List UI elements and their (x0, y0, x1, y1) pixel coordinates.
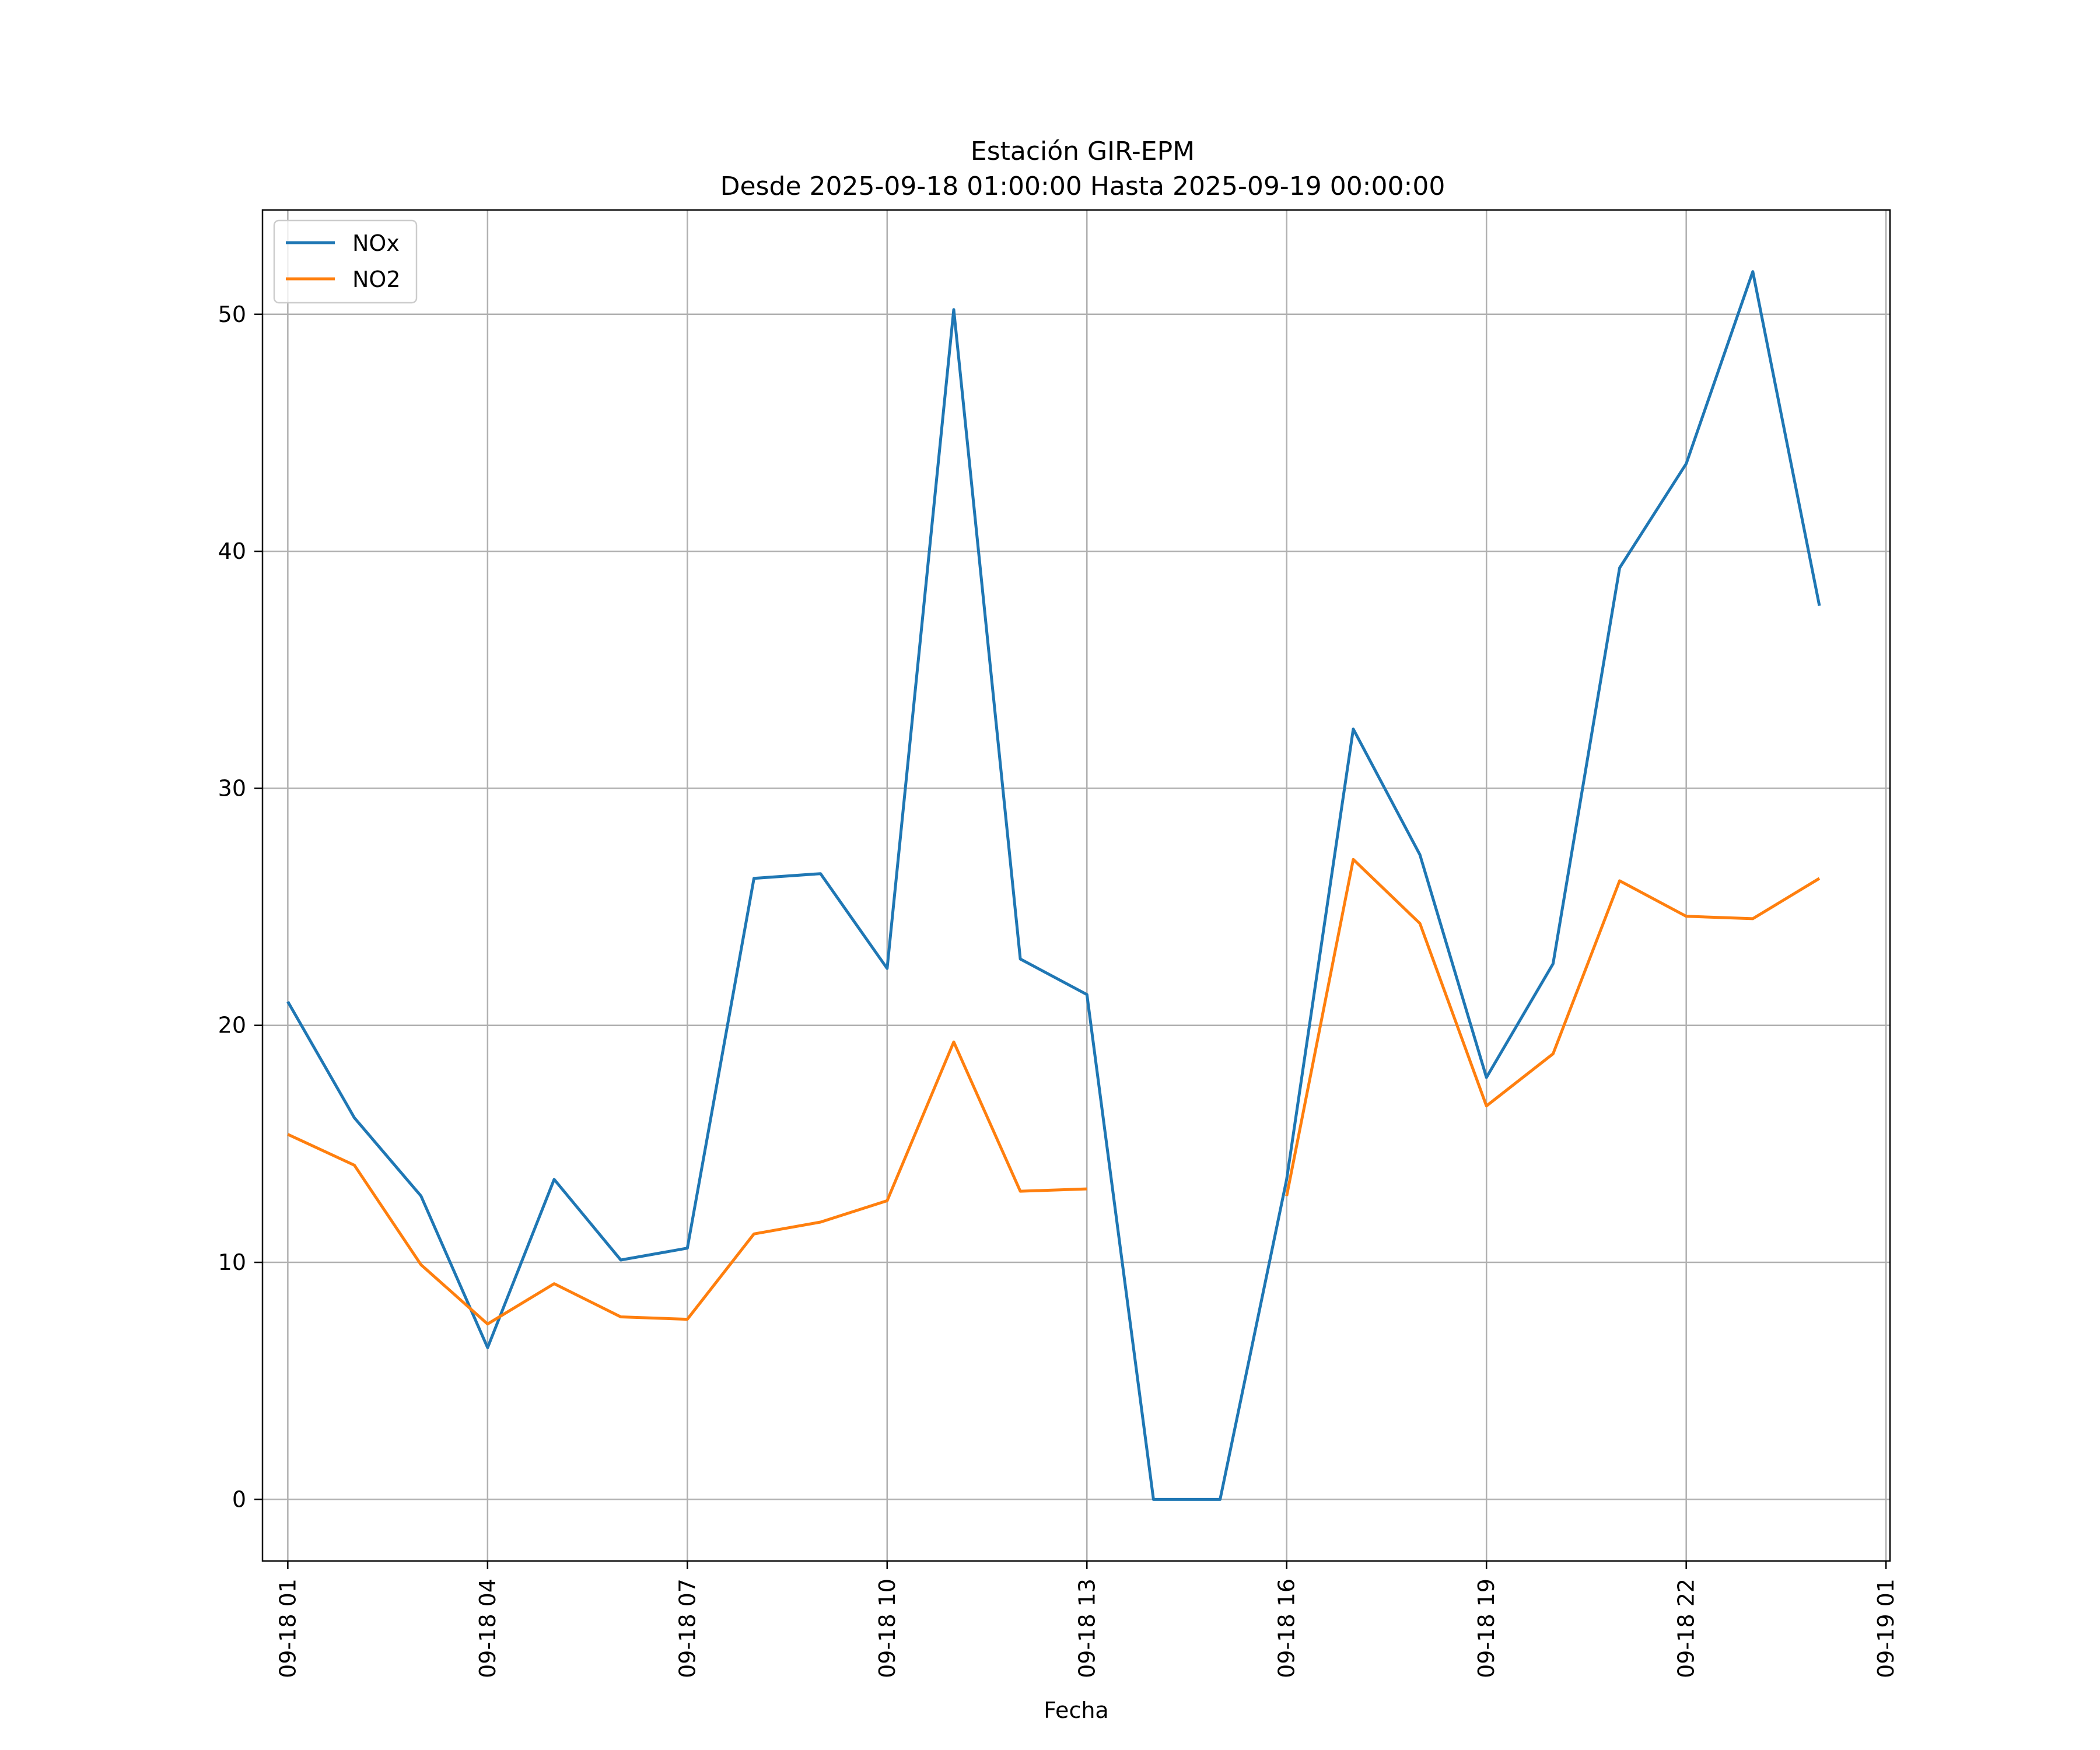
x-tick-label: 09-18 01 (275, 1578, 300, 1678)
data-point-nox (1751, 270, 1755, 274)
legend-label-no2: NO2 (352, 267, 401, 292)
data-point-nox (1218, 1497, 1223, 1502)
data-point-nox (485, 1345, 490, 1350)
data-point-no2 (618, 1315, 623, 1320)
x-tick-label: 09-18 22 (1674, 1578, 1699, 1678)
data-point-no2 (1018, 1189, 1023, 1194)
data-point-nox (951, 307, 956, 312)
data-point-nox (1084, 992, 1089, 997)
data-point-nox (1618, 566, 1622, 570)
x-tick-label: 09-18 16 (1274, 1578, 1300, 1678)
data-point-nox (1684, 461, 1689, 466)
series-line-no2 (1285, 858, 1821, 1196)
data-point-nox (1550, 961, 1555, 966)
plot-area-frame (261, 209, 1891, 1562)
data-point-nox (1484, 1075, 1489, 1080)
legend: NOx NO2 (273, 219, 418, 304)
y-tick-label: 30 (218, 775, 246, 801)
data-point-no2 (552, 1282, 556, 1286)
data-point-no2 (1684, 914, 1689, 919)
data-point-no2 (1817, 876, 1822, 881)
data-point-nox (1018, 957, 1023, 961)
data-point-nox (818, 872, 823, 876)
data-point-no2 (951, 1040, 956, 1044)
y-tick-label: 0 (232, 1486, 246, 1512)
x-tick-label: 09-18 13 (1074, 1578, 1100, 1678)
data-point-nox (419, 1194, 424, 1198)
data-point-nox (285, 999, 290, 1004)
grid-lines (262, 210, 1890, 1561)
data-point-nox (552, 1177, 556, 1182)
data-point-no2 (685, 1317, 690, 1322)
series-line-nox (286, 270, 1821, 1501)
data-point-nox (618, 1258, 623, 1262)
y-tick-label: 20 (218, 1013, 246, 1038)
series-line-no2 (287, 1040, 1087, 1326)
axes: 09-18 01 09-18 04 09-18 07 09-18 10 09-18 13… (218, 302, 1899, 1678)
data-point-no2 (1484, 1104, 1489, 1108)
data-point-no2 (1751, 916, 1755, 921)
x-tick-label: 09-18 19 (1474, 1578, 1499, 1678)
data-point-nox (885, 966, 890, 971)
chart-title: Estación GIR-EPM (971, 136, 1195, 166)
data-point-no2 (485, 1322, 490, 1326)
data-point-no2 (1418, 921, 1422, 926)
y-tick-label: 40 (218, 538, 246, 564)
data-point-no2 (752, 1231, 757, 1236)
data-point-nox (352, 1115, 357, 1120)
data-point-nox (1418, 852, 1422, 857)
x-tick-label: 09-19 01 (1873, 1578, 1899, 1678)
x-axis-label: Fecha (1044, 1698, 1108, 1723)
data-point-no2 (818, 1220, 823, 1224)
data-point-no2 (1284, 1194, 1289, 1198)
data-point-nox (1817, 604, 1822, 608)
y-tick-label: 50 (218, 302, 246, 327)
data-point-no2 (1618, 878, 1622, 883)
data-point-nox (1151, 1497, 1156, 1502)
x-tick-label: 09-18 10 (874, 1578, 900, 1678)
x-tick-label: 09-18 07 (674, 1578, 700, 1678)
data-point-no2 (1351, 857, 1356, 862)
data-point-no2 (1084, 1186, 1089, 1191)
data-point-no2 (1550, 1052, 1555, 1056)
data-point-no2 (419, 1262, 424, 1267)
data-point-no2 (285, 1132, 290, 1137)
y-tick-label: 10 (218, 1250, 246, 1275)
legend-label-nox: NOx (352, 230, 400, 256)
data-point-nox (752, 876, 757, 881)
x-tick-label: 09-18 04 (475, 1578, 501, 1678)
series-layer (285, 270, 1822, 1502)
legend-box (273, 219, 418, 304)
data-point-nox (1351, 727, 1356, 732)
data-point-no2 (885, 1198, 890, 1203)
chart-subtitle: Desde 2025-09-18 01:00:00 Hasta 2025-09-… (720, 172, 1446, 201)
data-point-nox (685, 1246, 690, 1251)
data-point-no2 (352, 1163, 357, 1168)
